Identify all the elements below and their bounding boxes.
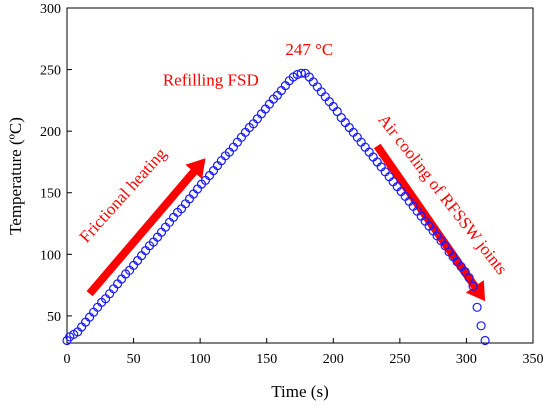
x-tick-label: 0 xyxy=(64,352,71,367)
annotation: Air cooling of RFSSW joints xyxy=(374,110,511,278)
x-ticks: 0 50 100 150 200 250 300 350 xyxy=(64,338,544,367)
data-point xyxy=(296,68,306,78)
data-point xyxy=(468,281,478,291)
y-tick-label: 50 xyxy=(47,310,61,325)
annotation: Refilling FSD xyxy=(163,71,259,90)
y-tick-label: 150 xyxy=(40,187,61,202)
y-ticks: 50 100 150 200 250 300 xyxy=(40,2,72,325)
y-tick-label: 300 xyxy=(40,2,61,17)
x-tick-label: 250 xyxy=(389,352,410,367)
data-point xyxy=(480,335,490,346)
plot-frame xyxy=(66,7,534,344)
arrow xyxy=(86,158,206,297)
x-tick-label: 350 xyxy=(523,352,544,367)
annotation: Frictional heating xyxy=(75,144,170,247)
x-tick-label: 150 xyxy=(256,352,277,367)
x-axis-title: Time (s) xyxy=(271,382,328,401)
data-point xyxy=(464,273,474,283)
y-tick-label: 250 xyxy=(40,64,61,79)
y-tick-label: 200 xyxy=(40,125,61,140)
data-points xyxy=(62,68,490,346)
y-tick-label: 100 xyxy=(40,248,61,263)
data-point xyxy=(472,302,482,312)
data-point xyxy=(476,321,486,331)
annotation: 247 °C xyxy=(285,40,333,59)
x-tick-label: 200 xyxy=(323,352,344,367)
x-tick-label: 100 xyxy=(190,352,211,367)
x-tick-label: 300 xyxy=(456,352,477,367)
y-axis-title: Temperature (ºC) xyxy=(6,117,25,235)
x-tick-label: 50 xyxy=(127,352,141,367)
